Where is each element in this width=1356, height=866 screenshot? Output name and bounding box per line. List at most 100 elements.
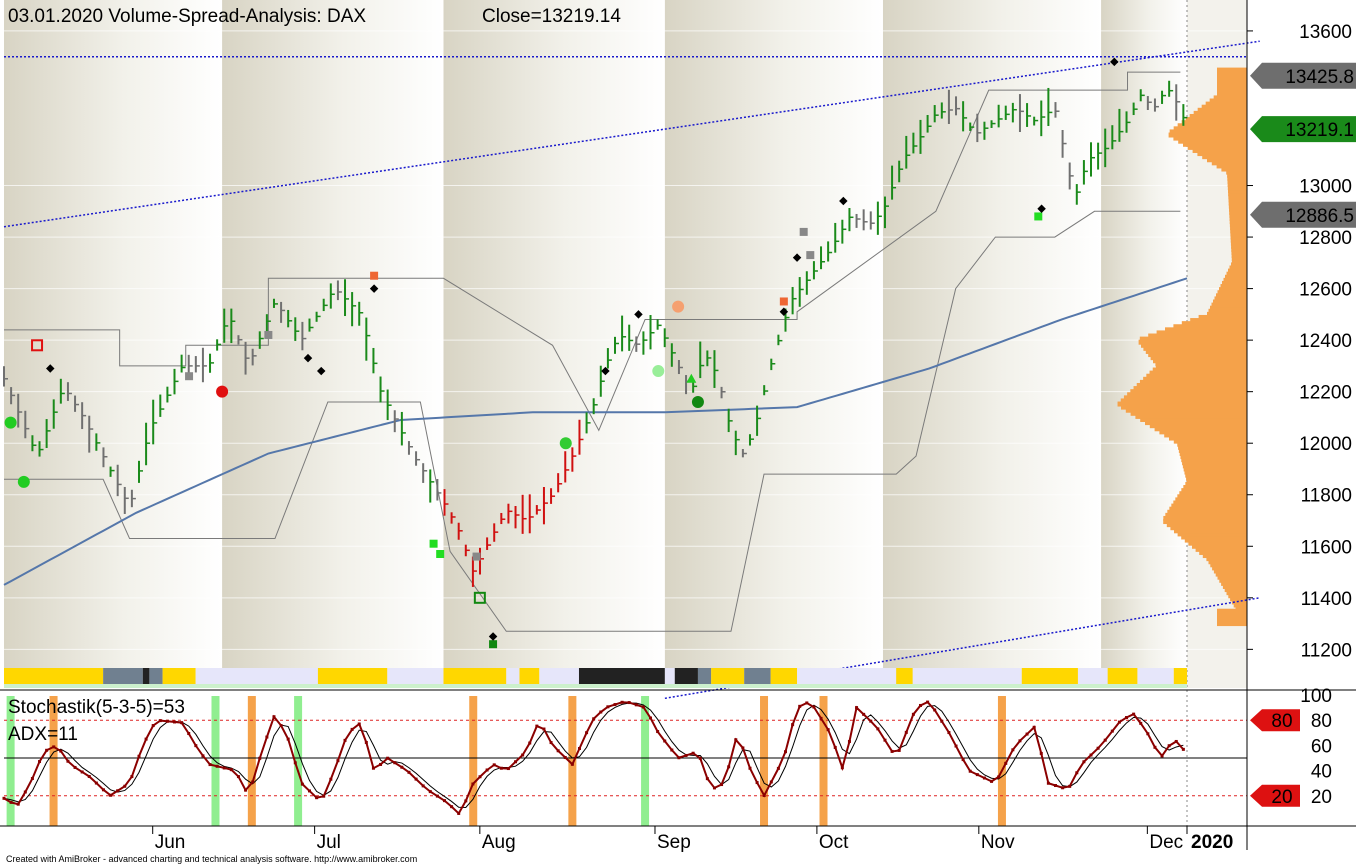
stoch-point xyxy=(634,703,638,707)
stoch-highlight xyxy=(568,696,577,826)
stoch-point xyxy=(499,766,503,770)
signal-circle xyxy=(691,395,704,408)
stoch-point xyxy=(649,716,653,720)
stoch-point xyxy=(1039,751,1043,755)
signal-circle xyxy=(216,385,229,398)
price-grid xyxy=(4,0,1247,826)
price-tag xyxy=(1250,201,1356,228)
stoch-point xyxy=(862,712,866,716)
stoch-point xyxy=(45,748,49,752)
stoch-point xyxy=(627,701,631,705)
profile-bar xyxy=(1185,481,1247,487)
month-band xyxy=(882,0,1102,688)
profile-bar xyxy=(1231,256,1247,262)
stoch-tick-label: 40 xyxy=(1311,762,1332,783)
strip-segment xyxy=(674,668,698,684)
stoch-point xyxy=(656,730,660,734)
close-label: Close=13219.14 xyxy=(482,6,621,27)
strip-segment xyxy=(1077,668,1108,684)
profile-bar xyxy=(1217,290,1247,296)
signal-diamond xyxy=(303,353,313,363)
profile-bar xyxy=(1214,296,1247,302)
stoch-point xyxy=(663,739,667,743)
profile-bar xyxy=(1217,86,1247,92)
profile-bar xyxy=(1229,222,1247,228)
stoch-point xyxy=(485,768,489,772)
profile-bar xyxy=(1163,515,1247,521)
signal-square xyxy=(436,550,445,559)
stoch-point xyxy=(684,753,688,757)
profile-bar xyxy=(1217,89,1247,95)
signal-square xyxy=(185,372,194,381)
profile-bar xyxy=(1139,336,1247,342)
ma-line xyxy=(3,277,1188,586)
stoch-point xyxy=(279,724,283,728)
profile-bar xyxy=(1230,231,1247,237)
stoch-highlight xyxy=(819,696,828,826)
profile-bar xyxy=(1201,104,1247,110)
price-bars xyxy=(3,80,1188,587)
y-tick-label: 11600 xyxy=(1301,537,1352,558)
strip-segment xyxy=(697,668,712,684)
stoch-point xyxy=(201,754,205,758)
stoch-point xyxy=(975,773,979,777)
profile-bar xyxy=(1226,590,1247,596)
stoch-point xyxy=(1082,760,1086,764)
profile-bar xyxy=(1229,219,1247,225)
stoch-point xyxy=(933,708,937,712)
profile-bar xyxy=(1192,543,1247,549)
signal-square xyxy=(489,640,498,649)
profile-bar xyxy=(1178,138,1247,144)
stoch-point xyxy=(300,782,304,786)
profile-bar xyxy=(1185,472,1247,478)
profile-bar xyxy=(1184,537,1247,543)
profile-bar xyxy=(1154,426,1247,432)
stoch-point xyxy=(1025,732,1029,736)
stoch-point xyxy=(712,786,716,790)
stoch-point xyxy=(528,741,532,745)
profile-bar xyxy=(1217,621,1247,627)
profile-bar xyxy=(1228,203,1247,209)
stoch-point xyxy=(1146,732,1150,736)
stoch-point xyxy=(137,754,141,758)
profile-bar xyxy=(1148,352,1247,358)
month-shading xyxy=(4,0,1247,688)
profile-bar xyxy=(1178,447,1247,453)
profile-bar xyxy=(1227,175,1247,181)
profile-bar xyxy=(1231,246,1247,252)
strip-segment xyxy=(539,668,579,684)
profile-bar xyxy=(1217,73,1247,79)
stoch-highlight xyxy=(6,696,15,826)
stoch-point xyxy=(1125,716,1129,720)
profile-bar xyxy=(1213,568,1247,574)
stoch-point xyxy=(1167,744,1171,748)
strip-segment xyxy=(387,668,444,684)
stoch-point xyxy=(613,703,617,707)
stoch-point xyxy=(599,710,603,714)
stoch-point xyxy=(123,784,127,788)
profile-bar xyxy=(1227,181,1247,187)
profile-bar xyxy=(1217,614,1247,620)
profile-bar xyxy=(1155,361,1247,367)
profile-bar xyxy=(1175,497,1247,503)
stoch-point xyxy=(897,748,901,752)
profile-bar xyxy=(1221,166,1247,172)
profile-bar xyxy=(1215,571,1247,577)
stoch-point xyxy=(876,727,880,731)
profile-bar xyxy=(1139,379,1247,385)
stoch-point xyxy=(393,761,397,765)
stoch-point xyxy=(364,740,368,744)
profile-bar xyxy=(1193,110,1247,116)
strip-segment xyxy=(1021,668,1078,684)
profile-bar xyxy=(1182,463,1247,469)
stoch-point xyxy=(1160,754,1164,758)
stoch-point xyxy=(769,780,773,784)
stoch-point xyxy=(293,761,297,765)
stoch-point xyxy=(215,764,219,768)
profile-bar xyxy=(1181,457,1247,463)
profile-bar xyxy=(1231,259,1247,265)
stoch-point xyxy=(144,737,148,741)
price-tag-label: 13219.1 xyxy=(1285,120,1354,141)
stoch-point xyxy=(464,799,468,803)
profile-bar xyxy=(1230,225,1247,231)
